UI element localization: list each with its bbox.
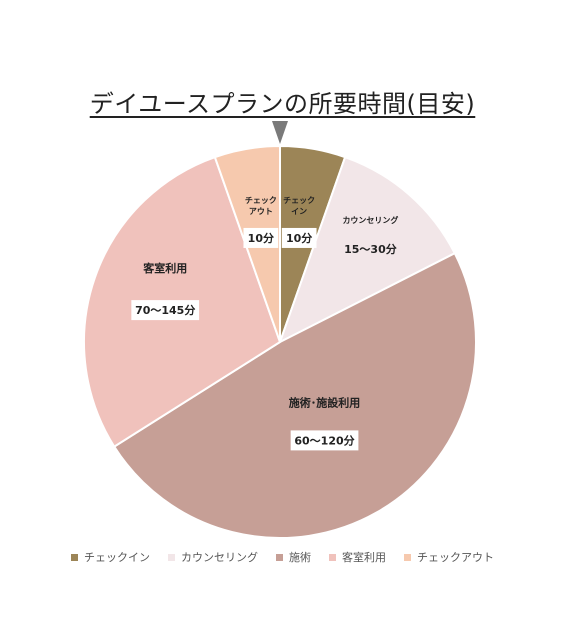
slice-value-label-2: 60～120分	[294, 433, 354, 447]
legend-swatch	[329, 553, 336, 561]
slice-value-label-3: 70～145分	[135, 303, 195, 317]
legend-item-2: 施術	[276, 549, 311, 565]
legend-label: 客室利用	[342, 551, 386, 564]
slice-value-label-4: 10分	[248, 231, 274, 245]
slice-value-box-2	[290, 430, 359, 451]
slice-value-box-0	[281, 227, 317, 248]
slice-name-label-1: カウンセリング	[342, 215, 398, 225]
legend-swatch	[168, 553, 175, 561]
slice-value-label-0: 10分	[286, 231, 312, 245]
legend-swatch	[71, 553, 78, 561]
start-marker-icon	[272, 121, 288, 144]
legend-swatch	[404, 553, 411, 561]
legend-label: チェックイン	[84, 551, 150, 564]
chart-title-text: デイユースプランの所要時間(目安)	[89, 90, 476, 118]
pie-slice-1	[278, 155, 457, 345]
slice-name-label-4: チェックアウト	[245, 195, 277, 216]
chart-title: デイユースプランの所要時間(目安)	[0, 84, 565, 119]
legend-item-4: チェックアウト	[404, 549, 494, 565]
legend-label: 施術	[289, 551, 311, 564]
legend-label: チェックアウト	[417, 551, 494, 564]
slice-name-label-0: チェックイン	[283, 195, 315, 216]
slice-value-label-1: 15～30分	[344, 242, 397, 256]
slice-name-label-3: 客室利用	[142, 261, 187, 275]
legend-swatch	[276, 553, 283, 561]
legend: チェックイン カウンセリング 施術 客室利用 チェックアウト	[0, 549, 565, 565]
slice-value-box-3	[131, 300, 200, 321]
legend-item-0: チェックイン	[71, 549, 150, 565]
legend-label: カウンセリング	[181, 551, 258, 564]
legend-item-3: 客室利用	[329, 549, 386, 565]
slice-value-box-4	[243, 227, 279, 248]
slice-name-label-2: 施術･施設利用	[289, 395, 361, 409]
legend-item-1: カウンセリング	[168, 549, 258, 565]
pie-slice-2	[112, 251, 477, 539]
